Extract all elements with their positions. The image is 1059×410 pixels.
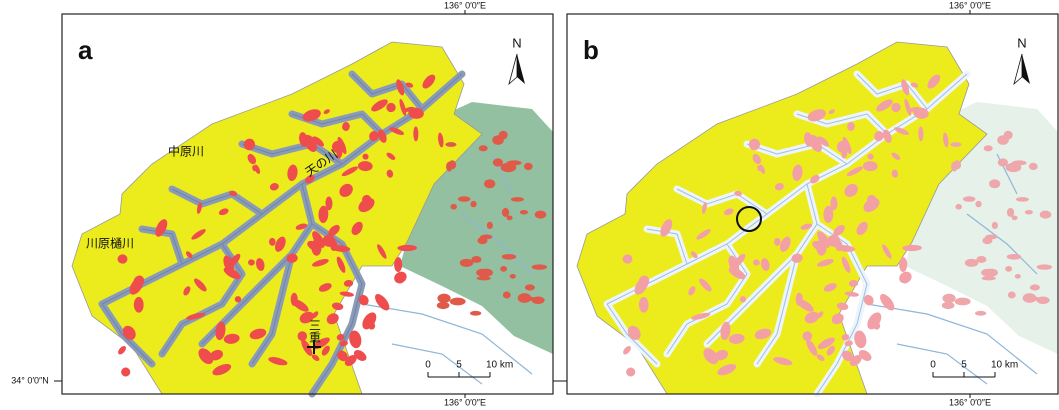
landslide-patch	[984, 269, 997, 277]
landslide-patch	[484, 179, 495, 188]
lon-label-bottom: 136° 0′0″E	[949, 397, 991, 407]
north-label: N	[1017, 35, 1026, 50]
landslide-patch	[525, 284, 535, 290]
scale-label: 10 km	[991, 360, 1018, 371]
landslide-patch	[1012, 215, 1018, 220]
landslide-patch	[965, 259, 979, 267]
landslide-patch	[955, 298, 971, 306]
landslide-patch	[992, 222, 998, 229]
place-name: 三重	[308, 319, 322, 343]
map-panel: b N 0 5 10 km	[567, 14, 1058, 394]
landslide-patch	[503, 292, 511, 299]
landslide-patch	[507, 215, 513, 220]
landslide-patch	[511, 197, 524, 202]
landslide-patch	[639, 297, 649, 313]
landslide-patch	[982, 276, 996, 280]
landslide-patch	[477, 276, 491, 280]
landslide-patch	[1040, 211, 1052, 219]
landslide-patch	[953, 160, 961, 169]
scale-label: 0	[930, 360, 936, 371]
landslide-patch	[989, 179, 1000, 188]
landslide-patch	[520, 210, 528, 214]
landslide-patch	[524, 163, 533, 170]
landslide-patch	[500, 266, 507, 272]
landslide-patch	[487, 222, 493, 229]
landslide-patch	[458, 196, 471, 201]
scale-label: 5	[961, 360, 967, 371]
landslide-patch	[450, 298, 466, 306]
landslide-patch	[997, 135, 1009, 145]
landslide-patch	[1008, 292, 1016, 299]
landslide-patch	[492, 135, 504, 145]
landslide-patch	[1006, 163, 1022, 172]
landslide-patch	[445, 142, 456, 147]
landslide-patch	[470, 311, 481, 316]
landslide-patch	[134, 297, 144, 313]
landslide-patch	[1015, 274, 1021, 279]
landslide-patch	[535, 211, 547, 219]
landslide-patch	[1005, 266, 1012, 272]
landslide-patch	[796, 293, 803, 306]
landslide-patch	[963, 196, 976, 201]
landslide-patch	[493, 158, 503, 166]
landslide-patch	[437, 302, 450, 309]
scale-label: 0	[425, 360, 431, 371]
lon-label-bottom: 136° 0′0″E	[444, 397, 486, 407]
lon-label-top: 136° 0′0″E	[949, 0, 991, 10]
landslide-patch	[460, 259, 474, 267]
landslide-patch	[532, 264, 547, 269]
landslide-patch	[942, 302, 955, 309]
landslide-patch	[450, 204, 456, 210]
landslide-patch	[1030, 284, 1040, 290]
landslide-patch	[975, 311, 986, 316]
landslide-patch	[1029, 163, 1038, 170]
place-name: 中原川	[168, 144, 204, 159]
panel-label: b	[583, 35, 599, 65]
scale-label: 5	[456, 360, 462, 371]
landslide-patch	[1025, 297, 1040, 301]
landslide-patch	[520, 297, 535, 301]
landslide-patch	[479, 269, 492, 277]
landslide-patch	[448, 160, 456, 169]
panel-label: a	[78, 35, 93, 65]
landslide-patch	[1016, 197, 1029, 202]
landslide-patch	[502, 208, 509, 217]
landslide-patch	[984, 145, 993, 151]
landslide-patch	[480, 235, 492, 240]
landslide-patch	[501, 163, 517, 172]
landslide-patch	[950, 142, 961, 147]
landslide-patch	[510, 274, 516, 279]
landslide-patch	[1007, 254, 1021, 260]
landslide-patch	[942, 294, 955, 303]
lon-label-top: 136° 0′0″E	[444, 0, 486, 10]
figure: 34° 0′0″N aN0510 km中原川天の川川原樋川三重136° 0′0″…	[0, 0, 1059, 410]
lat-label: 34° 0′0″N	[11, 375, 49, 385]
landslide-patch	[1007, 208, 1014, 217]
landslide-patch	[470, 201, 476, 207]
landslide-patch	[1025, 210, 1033, 214]
scale-label: 10 km	[486, 360, 513, 371]
landslide-patch	[998, 158, 1008, 166]
place-name: 川原樋川	[86, 236, 134, 251]
landslide-patch	[1037, 264, 1052, 269]
landslide-patch	[502, 254, 516, 260]
north-label: N	[512, 35, 521, 50]
landslide-patch	[955, 204, 961, 210]
landslide-patch	[975, 201, 981, 207]
map-panel: aN0510 km中原川天の川川原樋川三重	[62, 14, 553, 394]
landslide-patch	[291, 293, 298, 306]
landslide-patch	[479, 145, 488, 151]
landslide-patch	[437, 294, 450, 303]
landslide-patch	[985, 235, 997, 240]
